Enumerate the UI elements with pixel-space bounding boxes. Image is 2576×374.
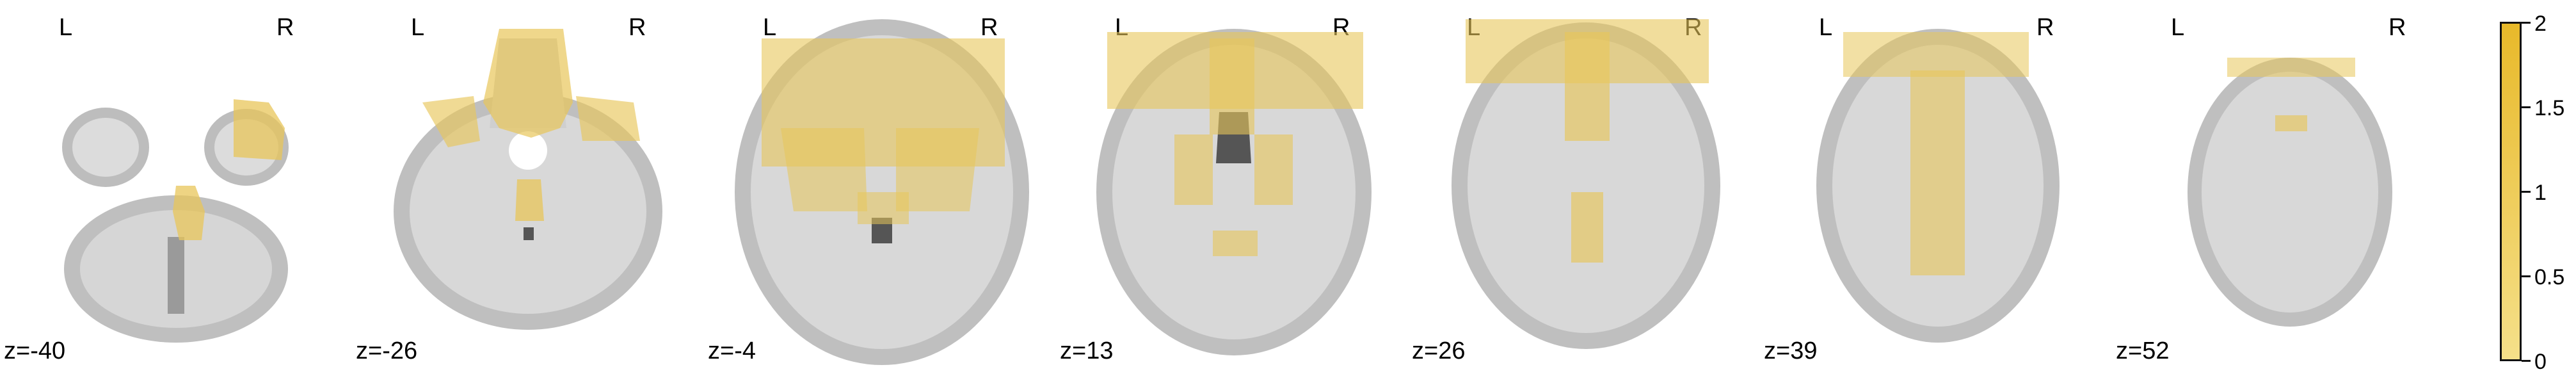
z-coordinate-label: z=-4 [708,337,756,364]
colorbar-tick-label: 1 [2534,181,2547,205]
z-coordinate-label: z=39 [1764,337,1818,364]
left-hemisphere-label: L [2171,14,2185,41]
left-hemisphere-label: L [59,14,73,41]
brain-slice-3: L R z=-4 [704,0,1053,368]
right-hemisphere-label: R [628,14,646,41]
colorbar-tick-label: 0 [2534,350,2547,374]
colorbar-tick-label: 2 [2534,12,2547,36]
brain-slice-2: L R z=-26 [352,0,701,368]
brain-slice-1: L R z=-40 [0,0,349,368]
right-hemisphere-label: R [980,14,998,41]
colorbar-tick [2522,106,2531,108]
brain-slice-image [1096,29,1372,355]
right-hemisphere-label: R [276,14,294,41]
z-coordinate-label: z=-40 [4,337,66,364]
brain-slice-image [2188,58,2392,327]
colorbar-tick [2522,275,2531,277]
brain-slice-5: L R z=26 [1408,0,1757,368]
colorbar-gradient [2500,22,2522,361]
z-coordinate-label: z=52 [2116,337,2170,364]
right-hemisphere-label: R [2388,14,2406,41]
brain-slice-image [394,29,662,330]
brain-slice-image [735,19,1029,365]
colorbar-tick [2522,360,2531,362]
brain-slice-4: L R z=13 [1056,0,1405,368]
left-hemisphere-label: L [1819,14,1833,41]
left-hemisphere-label: L [411,14,425,41]
z-coordinate-label: z=26 [1412,337,1466,364]
z-coordinate-label: z=13 [1060,337,1114,364]
brain-slice-6: L R z=39 [1760,0,2109,368]
brain-slice-7: L R z=52 [2112,0,2461,368]
colorbar-tick-label: 1.5 [2534,96,2565,120]
colorbar: 0 0.5 1 1.5 2 [2490,13,2566,373]
colorbar-tick-label: 0.5 [2534,265,2565,289]
z-coordinate-label: z=-26 [356,337,418,364]
colorbar-tick [2522,191,2531,193]
brain-slice-image [1816,29,2060,343]
left-hemisphere-label: L [763,14,777,41]
right-hemisphere-label: R [2036,14,2054,41]
brain-slice-image [62,99,289,343]
colorbar-tick [2522,22,2531,24]
brain-slice-image [1452,19,1720,349]
